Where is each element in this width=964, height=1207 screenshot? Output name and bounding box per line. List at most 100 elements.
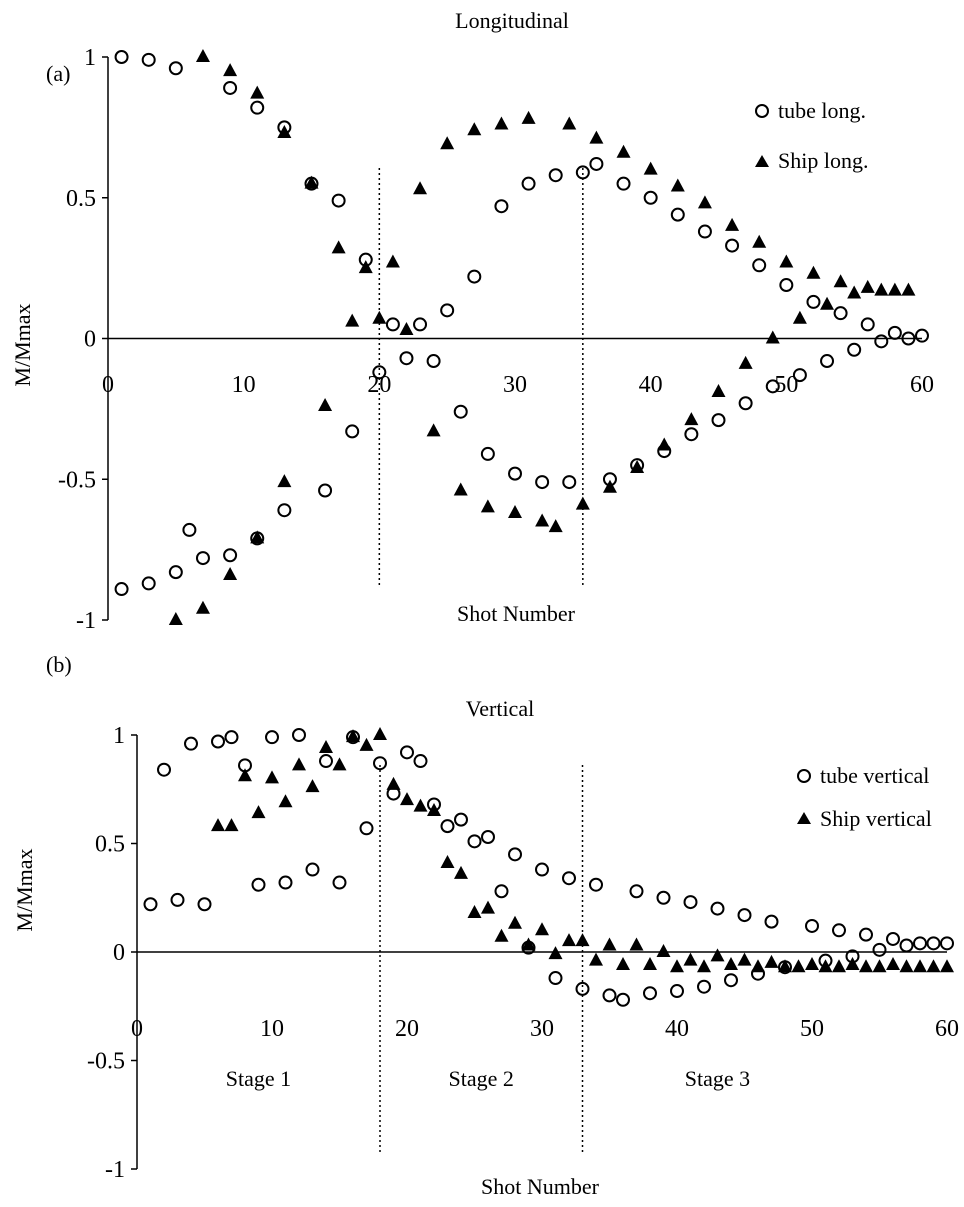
data-point-triangle [535,513,550,527]
data-point-triangle [480,499,495,513]
data-point-circle [508,847,522,862]
legend-label-tube-long: tube long. [778,98,866,123]
data-point-circle [901,331,916,346]
data-point-triangle [602,479,617,493]
data-point-triangle [589,952,603,966]
data-point-circle [575,165,590,180]
data-point-circle [251,877,266,892]
data-point-circle [197,897,212,912]
data-point-circle [453,404,468,419]
data-point-triangle [751,959,765,973]
data-point-circle [683,895,698,910]
x-tick-label: 10 [232,372,256,398]
stage-label: Stage 3 [685,1066,750,1091]
data-point-circle [779,278,794,293]
data-point-circle [184,736,198,751]
data-point-circle [616,992,630,1007]
data-point-triangle [602,937,617,951]
data-point-triangle [562,116,577,130]
y-tick-label: 1 [113,723,125,749]
x-tick-label: 60 [935,1016,959,1042]
data-point-triangle [711,383,726,397]
data-point-circle [426,354,441,369]
data-point-triangle [738,355,753,369]
data-point-triangle [494,116,509,130]
data-point-triangle [211,818,225,832]
x-axis-label-b: Shot Number [481,1174,600,1199]
data-point-triangle [683,952,698,966]
data-point-triangle [265,770,279,784]
y-tick-label: -1 [105,1157,125,1183]
data-point-triangle [657,437,672,451]
x-tick-label: 0 [131,1016,143,1042]
data-point-circle [331,193,346,208]
data-point-circle [494,199,509,214]
data-point-circle [521,176,536,191]
x-tick-label: 60 [910,372,934,398]
legend-label-ship-long: Ship long. [778,148,868,173]
data-point-circle [872,942,887,957]
data-point-circle [319,754,333,769]
y-axis-label-b: M/Mmax [12,848,37,931]
data-point-triangle [697,959,711,973]
legend-label-tube-vertical: tube vertical [820,763,929,788]
legend-label-ship-vertical: Ship vertical [820,806,932,831]
data-point-triangle [278,794,293,808]
data-point-circle [508,466,522,481]
data-point-circle [440,819,455,834]
data-point-triangle [562,933,576,947]
data-point-circle [372,365,387,380]
data-point-circle [697,979,711,994]
data-point-circle [318,483,333,498]
data-point-circle [562,475,577,490]
data-point-triangle [872,959,887,973]
data-point-circle [223,548,238,563]
data-point-triangle [670,178,685,192]
data-point-triangle [792,310,807,324]
data-point-triangle [845,957,860,971]
panel-vertical: (b) Vertical M/Mmax Shot Number -1-0.500… [12,652,959,1199]
data-point-triangle [806,265,821,279]
data-point-circle [480,446,495,461]
data-point-circle [847,342,862,357]
data-point-triangle [630,459,645,473]
data-point-triangle [319,740,333,754]
data-point-triangle [778,959,792,973]
data-point-circle [670,984,684,999]
panel-label-a: (a) [46,61,70,86]
data-point-triangle [251,805,266,819]
data-point-triangle [346,729,360,743]
data-point-triangle [223,566,238,580]
legend-marker-tube-long [755,104,769,118]
data-point-triangle [724,957,738,971]
data-point-circle [548,168,563,183]
data-point-circle [168,565,183,580]
data-point-circle [765,379,780,394]
y-tick-label: -1 [76,608,96,634]
data-point-circle [114,582,129,597]
data-point-circle [616,176,631,191]
data-point-triangle [521,110,536,124]
data-point-circle [629,884,644,899]
data-point-circle [832,923,846,938]
data-point-triangle [345,313,360,327]
data-point-triangle [737,952,752,966]
data-point-triangle [710,948,725,962]
data-point-circle [278,875,293,890]
data-point-triangle [399,322,414,336]
x-tick-label: 20 [367,372,391,398]
data-point-circle [589,877,603,892]
data-point-circle [114,50,129,64]
data-point-triangle [860,279,875,293]
x-tick-label: 50 [800,1016,824,1042]
data-point-circle [292,728,306,742]
data-point-circle [874,334,889,349]
data-point-circle [481,829,495,844]
data-point-circle [535,862,549,877]
data-point-triangle [304,175,319,189]
data-point-triangle [413,798,428,812]
data-point-triangle [373,727,387,740]
data-point-triangle [874,282,889,296]
data-point-triangle [454,865,468,879]
